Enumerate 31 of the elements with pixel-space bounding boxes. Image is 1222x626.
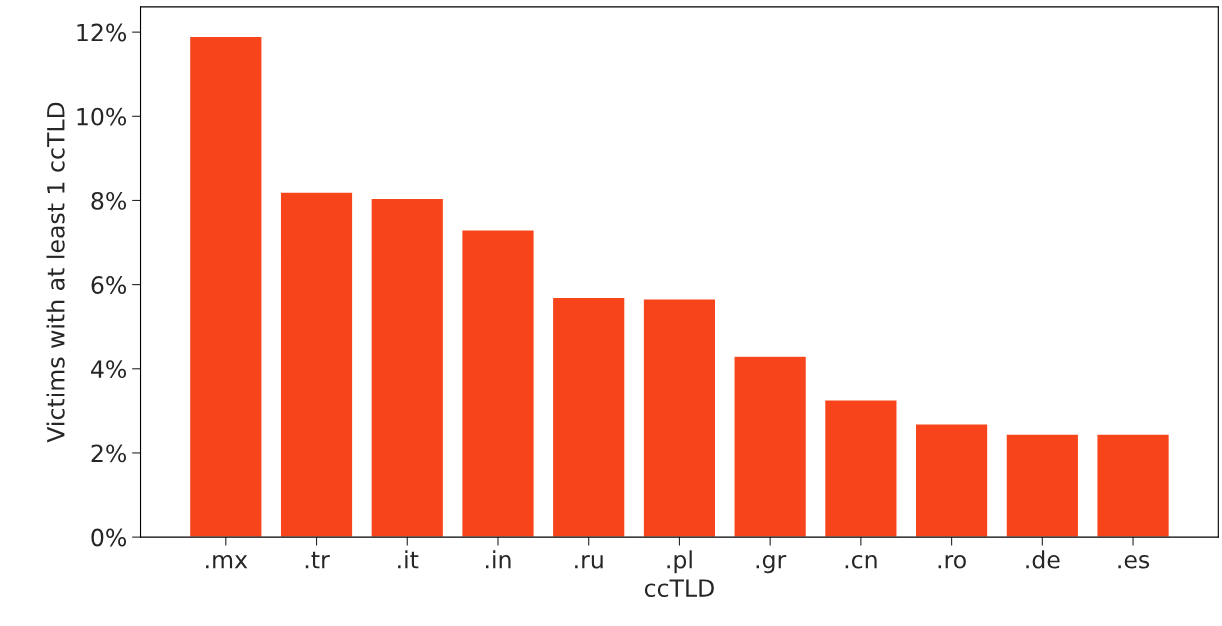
bar [914, 423, 989, 538]
y-tick-label: 2% [91, 444, 127, 463]
bar [551, 296, 626, 538]
y-tick-label: 12% [77, 23, 127, 42]
x-tick-label: .ru [575, 555, 603, 569]
y-tick-label: 0% [91, 528, 127, 547]
x-tick-label: .it [398, 550, 419, 569]
x-tick-label: .ro [938, 555, 966, 569]
x-tick-label: .pl [667, 550, 692, 574]
bar [823, 399, 898, 538]
y-tick-label: 4% [91, 360, 127, 379]
bar [733, 355, 808, 538]
y-tick-label: 10% [77, 107, 127, 126]
x-tick-label: .de [1026, 550, 1060, 569]
bar [1005, 433, 1080, 538]
x-tick-label: .tr [305, 551, 330, 569]
y-tick-label: 8% [91, 191, 127, 210]
bar [370, 197, 445, 538]
bar [642, 298, 717, 538]
y-tick-label: 6% [91, 276, 127, 294]
x-tick-label: .gr [756, 555, 787, 574]
bar [188, 35, 263, 538]
x-tick-label: .in [485, 550, 511, 569]
x-tick-label: .mx [206, 555, 248, 569]
x-tick-label: .es [1118, 555, 1150, 569]
y-axis-title: Victims with at least 1 ccTLD [46, 102, 65, 443]
bar [279, 191, 354, 538]
x-tick-label: .cn [845, 555, 877, 569]
x-axis-title: ccTLD [644, 579, 714, 597]
bar [1096, 433, 1171, 538]
bar [460, 229, 535, 538]
